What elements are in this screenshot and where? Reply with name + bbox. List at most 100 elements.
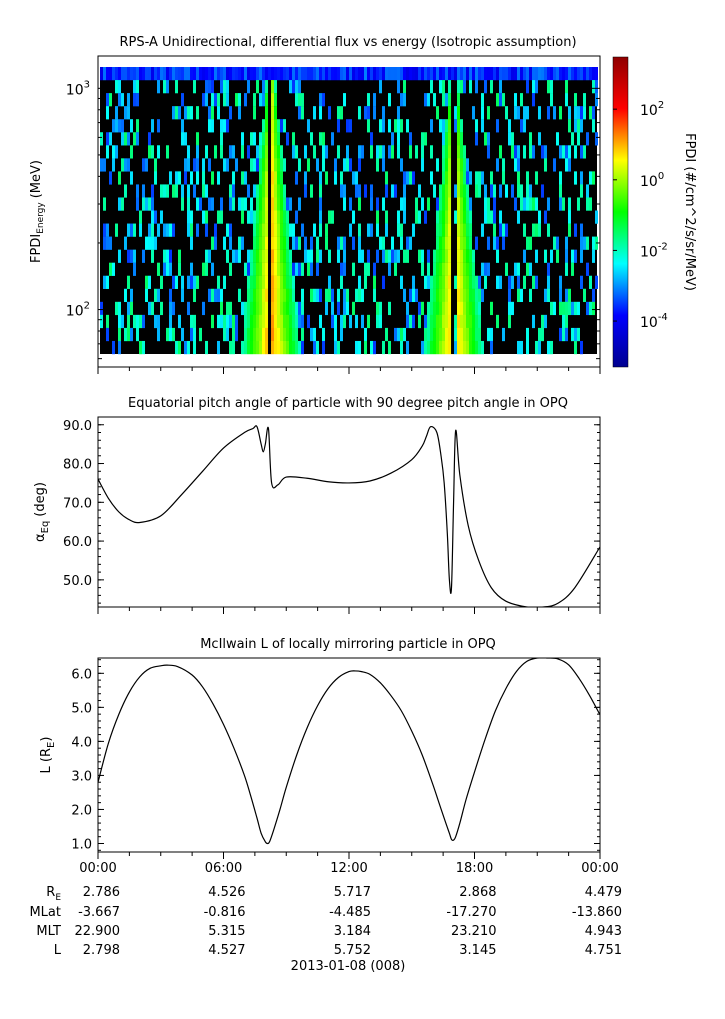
heatmap-cell [448,93,451,107]
heatmap-cell [301,340,304,355]
heatmap-cell [118,119,121,133]
heatmap-cell [364,106,367,120]
heatmap-cell [157,67,160,81]
heatmap-cell [298,314,301,329]
ephemeris-value: -0.816 [204,905,246,920]
heatmap-cell [391,132,394,146]
heatmap-cell [262,67,265,81]
heatmap-cell [490,301,493,316]
heatmap-cell [307,262,310,276]
heatmap-cell [466,288,469,303]
heatmap-cell [289,197,292,211]
heatmap-cell [448,106,451,120]
heatmap-cell [253,301,256,316]
heatmap-cell [469,340,472,355]
heatmap-cell [448,197,451,211]
heatmap-cell [523,275,526,289]
heatmap-cell [223,158,226,172]
heatmap-cell [430,314,433,329]
heatmap-cell [289,275,292,289]
heatmap-cell [481,288,484,303]
heatmap-cell [298,340,301,355]
heatmap-cell [454,314,457,329]
heatmap-cell [403,210,406,224]
heatmap-cell [493,67,496,81]
heatmap-cell [478,288,481,303]
heatmap-cell [259,93,262,107]
heatmap-cell [229,262,232,276]
heatmap-cell [292,145,295,159]
heatmap-cell [460,314,463,329]
heatmap-cell [271,145,274,159]
heatmap-cell [394,327,397,342]
heatmap-cell [361,145,364,159]
heatmap-cell [145,158,148,172]
heatmap-cell [106,93,109,107]
heatmap-cell [334,314,337,329]
y-tick-label: 60.0 [63,535,92,550]
heatmap-cell [484,262,487,276]
heatmap-cell [400,327,403,342]
heatmap-cell [295,145,298,159]
heatmap-cell [106,132,109,146]
heatmap-cell [292,80,295,94]
heatmap-cell [547,275,550,289]
heatmap-cell [163,262,166,276]
heatmap-cell [262,132,265,146]
heatmap-cell [376,145,379,159]
heatmap-cell [451,67,454,81]
heatmap-cell [559,145,562,159]
heatmap-cell [283,249,286,263]
heatmap-cell [349,67,352,81]
heatmap-cell [514,197,517,211]
heatmap-cell [178,314,181,329]
heatmap-cell [445,171,448,185]
heatmap-cell [523,67,526,81]
heatmap-cell [448,80,451,94]
heatmap-cell [592,301,595,316]
heatmap-cell [127,106,130,120]
heatmap-cell [277,314,280,329]
heatmap-cell [187,301,190,316]
heatmap-cell [463,301,466,316]
heatmap-cell [325,301,328,316]
heatmap-cell [274,106,277,120]
heatmap-cell [493,210,496,224]
panel-title: RPS-A Unidirectional, differential flux … [119,35,576,50]
heatmap-cell [316,288,319,303]
ephemeris-value: 2.798 [83,943,120,958]
heatmap-cell [484,210,487,224]
heatmap-cell [169,288,172,303]
heatmap-cell [106,106,109,120]
heatmap-cell [349,223,352,237]
heatmap-cell [349,197,352,211]
heatmap-cell [217,210,220,224]
heatmap-cell [235,158,238,172]
heatmap-cell [448,262,451,276]
heatmap-cell [532,197,535,211]
heatmap-cell [205,67,208,81]
heatmap-cell [130,67,133,81]
heatmap-cell [505,184,508,198]
heatmap-cell [448,171,451,185]
ephemeris-value: 5.752 [334,943,371,958]
heatmap-cell [280,236,283,250]
heatmap-cell [271,106,274,120]
heatmap-cell [397,119,400,133]
heatmap-cell [397,145,400,159]
heatmap-cell [388,67,391,81]
heatmap-cell [475,132,478,146]
heatmap-cell [541,184,544,198]
heatmap-cell [160,301,163,316]
heatmap-cell [364,340,367,355]
heatmap-cell [247,184,250,198]
heatmap-cell [415,210,418,224]
heatmap-cell [253,314,256,329]
heatmap-cell [580,145,583,159]
y-tick-label: 70.0 [63,496,92,511]
heatmap-cell [292,275,295,289]
heatmap-cell [271,171,274,185]
y-tick-label: 3.0 [71,769,92,784]
